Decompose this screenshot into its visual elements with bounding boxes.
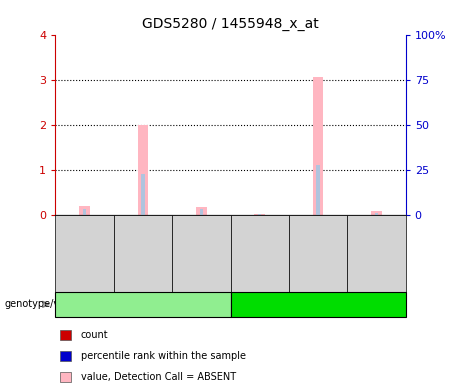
Bar xyxy=(138,125,148,215)
Bar xyxy=(141,174,145,215)
Bar xyxy=(375,213,378,215)
Bar xyxy=(79,206,90,215)
Text: percentile rank within the sample: percentile rank within the sample xyxy=(81,351,246,361)
Text: GSM335971: GSM335971 xyxy=(80,226,89,281)
Bar xyxy=(258,214,261,215)
Bar xyxy=(200,209,203,215)
Text: GSM336409: GSM336409 xyxy=(372,226,381,281)
Text: control: control xyxy=(124,299,162,310)
Text: SRF null: SRF null xyxy=(296,299,341,310)
Title: GDS5280 / 1455948_x_at: GDS5280 / 1455948_x_at xyxy=(142,17,319,31)
Text: GSM336405: GSM336405 xyxy=(138,226,148,281)
Bar xyxy=(83,209,86,215)
Bar xyxy=(316,166,320,215)
Text: GSM336407: GSM336407 xyxy=(255,226,264,281)
Bar xyxy=(313,78,323,215)
Text: GSM336408: GSM336408 xyxy=(313,226,323,281)
Text: value, Detection Call = ABSENT: value, Detection Call = ABSENT xyxy=(81,372,236,382)
Text: count: count xyxy=(81,330,108,340)
Bar xyxy=(371,210,382,215)
Text: genotype/variation: genotype/variation xyxy=(5,299,97,310)
Bar xyxy=(254,214,265,215)
Text: GSM336406: GSM336406 xyxy=(197,226,206,281)
Bar xyxy=(196,207,207,215)
